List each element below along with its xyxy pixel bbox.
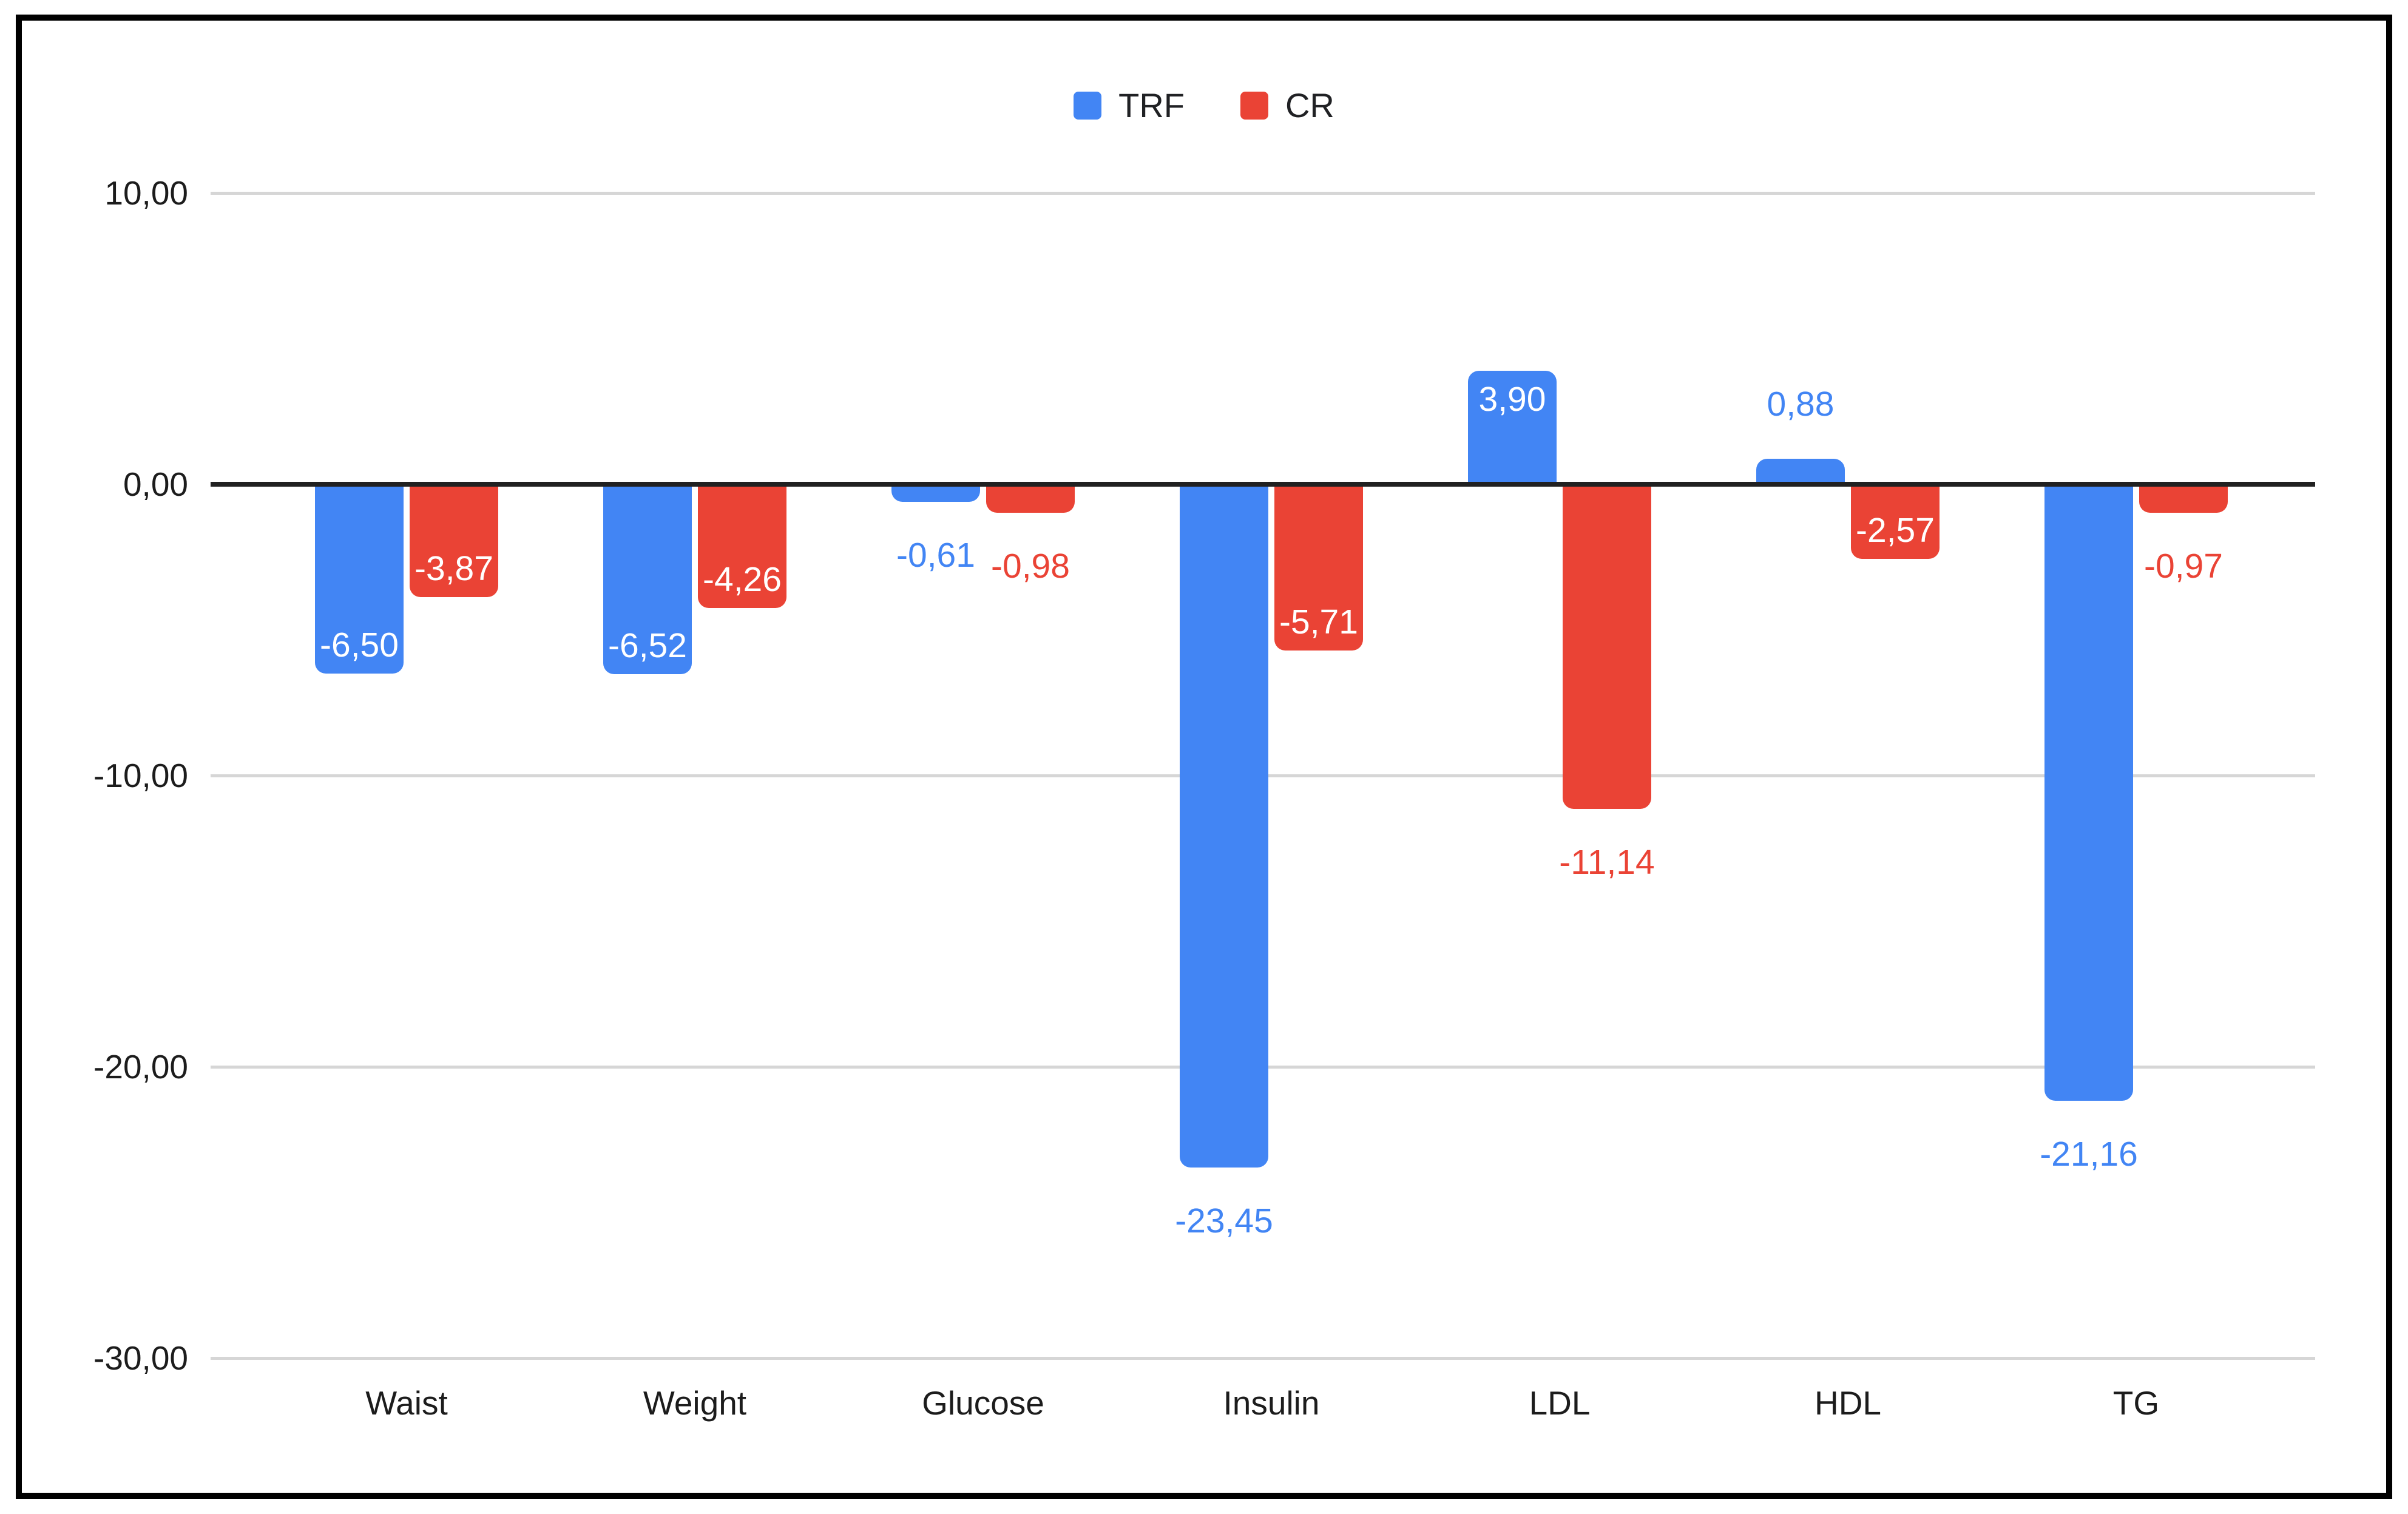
- bar-trf-ldl[interactable]: [1468, 370, 1557, 484]
- bar-label-cr-waist: -3,87: [414, 549, 493, 588]
- bar-label-trf-insulin: -23,45: [1175, 1201, 1273, 1240]
- legend-item-trf[interactable]: TRF: [1074, 89, 1185, 123]
- bar-cr-waist[interactable]: [410, 484, 498, 597]
- bar-cr-ldl[interactable]: [1563, 484, 1651, 809]
- bar-label-cr-weight: -4,26: [703, 560, 782, 600]
- legend: TRF CR: [0, 89, 2408, 123]
- x-label-tg: TG: [2112, 1384, 2160, 1422]
- trf-legend-swatch: [1074, 92, 1102, 120]
- bar-cr-insulin[interactable]: [1274, 484, 1363, 651]
- bar-trf-weight[interactable]: [603, 484, 692, 674]
- y-tick-10: 10,00: [104, 174, 188, 212]
- bar-label-trf-hdl: 0,88: [1767, 384, 1835, 424]
- bar-label-cr-ldl: -11,14: [1559, 842, 1655, 882]
- bar-cr-hdl[interactable]: [1851, 484, 1940, 559]
- y-tick-0: 0,00: [123, 465, 188, 503]
- bar-trf-hdl[interactable]: [1756, 458, 1845, 484]
- bar-trf-insulin[interactable]: [1180, 484, 1268, 1168]
- bar-label-cr-glucose: -0,98: [991, 547, 1070, 586]
- cr-legend-swatch: [1240, 92, 1268, 120]
- bar-label-cr-tg: -0,97: [2144, 546, 2223, 586]
- bar-trf-tg[interactable]: [2044, 484, 2133, 1101]
- zero-axis-line: [211, 482, 2315, 487]
- bar-label-trf-tg: -21,16: [2040, 1134, 2138, 1174]
- bar-trf-glucose[interactable]: [891, 484, 980, 502]
- x-label-weight: Weight: [643, 1384, 747, 1422]
- bar-cr-glucose[interactable]: [986, 484, 1075, 513]
- bar-cr-weight[interactable]: [698, 484, 786, 609]
- y-tick--30: -30,00: [93, 1339, 188, 1377]
- y-tick--10: -10,00: [93, 757, 188, 794]
- bar-label-cr-insulin: -5,71: [1279, 603, 1358, 642]
- bar-label-trf-weight: -6,52: [608, 626, 687, 665]
- cr-legend-label: CR: [1285, 86, 1334, 124]
- x-label-hdl: HDL: [1814, 1384, 1882, 1422]
- bar-label-trf-glucose: -0,61: [896, 536, 975, 575]
- bar-trf-waist[interactable]: [315, 484, 404, 674]
- y-tick--20: -20,00: [93, 1048, 188, 1086]
- bar-label-trf-ldl: 3,90: [1478, 379, 1546, 419]
- x-label-waist: Waist: [365, 1384, 448, 1422]
- trf-legend-label: TRF: [1118, 86, 1185, 124]
- bar-label-cr-hdl: -2,57: [1856, 511, 1935, 550]
- legend-item-cr[interactable]: CR: [1240, 89, 1334, 123]
- bar-label-trf-waist: -6,50: [320, 626, 399, 664]
- gridline-10: [211, 192, 2315, 195]
- x-label-glucose: Glucose: [922, 1384, 1044, 1422]
- x-label-ldl: LDL: [1529, 1384, 1591, 1422]
- x-label-insulin: Insulin: [1223, 1384, 1320, 1422]
- gridline--30: [211, 1357, 2315, 1360]
- bar-cr-tg[interactable]: [2139, 484, 2228, 513]
